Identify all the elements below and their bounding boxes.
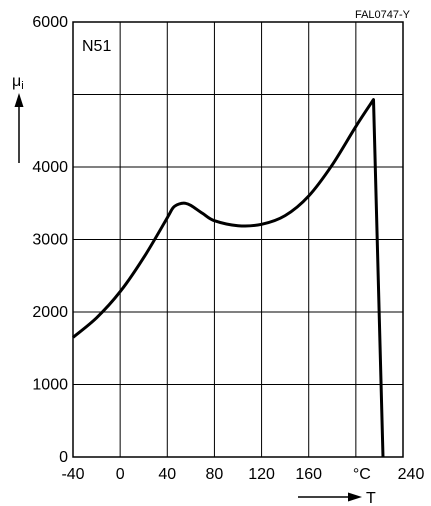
- y-tick-labels: 0 1000 2000 3000 4000 6000: [32, 14, 68, 466]
- x-tick-label: 240: [398, 466, 425, 483]
- x-tick-label: 160: [295, 466, 322, 483]
- y-axis-label-sub: i: [21, 80, 23, 92]
- x-tick-label: 0: [116, 466, 125, 483]
- x-axis-arrow-head: [348, 492, 362, 502]
- figure-code: FAL0747-Y: [355, 9, 411, 21]
- y-axis-arrow-head: [14, 93, 24, 107]
- chart-title: N51: [82, 38, 111, 55]
- x-tick-label: 40: [158, 466, 176, 483]
- plot-border: [72, 21, 404, 458]
- y-tick-label: 2000: [32, 304, 68, 321]
- y-tick-label: 4000: [32, 159, 68, 176]
- y-axis-label: μi: [12, 73, 24, 92]
- x-tick-label: 120: [248, 466, 275, 483]
- y-tick-label: 0: [59, 449, 68, 466]
- x-tick-labels: -40 0 40 80 120 160 °C 240: [61, 466, 424, 483]
- grid: [72, 21, 404, 458]
- x-tick-label: 80: [206, 466, 224, 483]
- y-tick-label: 3000: [32, 232, 68, 249]
- plot-frame: [72, 21, 404, 458]
- y-tick-label: 6000: [32, 14, 68, 31]
- x-tick-label: -40: [61, 466, 84, 483]
- y-tick-label: 1000: [32, 377, 68, 394]
- y-axis-label-main: μ: [12, 73, 21, 90]
- series-line: [72, 98, 385, 458]
- x-axis-label: T: [366, 490, 376, 506]
- x-tick-label: °C: [353, 466, 371, 483]
